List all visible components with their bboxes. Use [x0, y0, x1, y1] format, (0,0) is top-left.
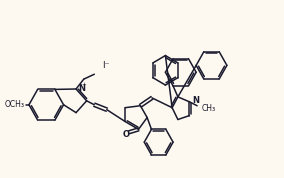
Text: CH₃: CH₃ — [202, 104, 216, 113]
Text: OCH₃: OCH₃ — [4, 100, 24, 109]
Text: N: N — [78, 83, 85, 93]
Text: N: N — [192, 96, 199, 105]
Text: I⁻: I⁻ — [102, 61, 110, 70]
Text: O: O — [122, 130, 130, 139]
Text: +: + — [82, 82, 87, 87]
